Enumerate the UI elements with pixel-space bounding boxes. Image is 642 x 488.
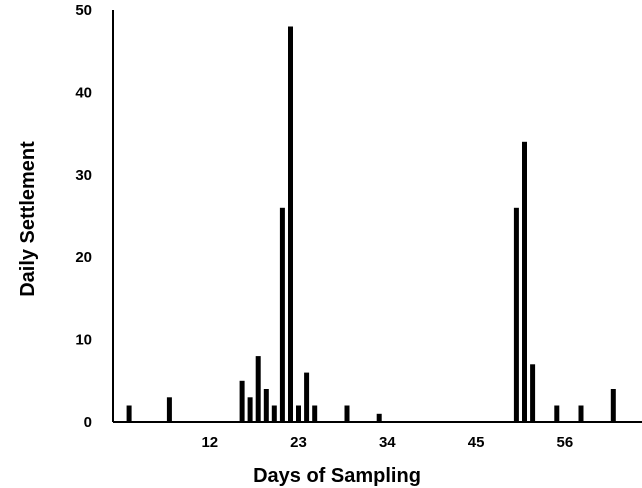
bar-day-50 [513,207,519,422]
bar-day-18 [255,356,261,422]
x-tick-label: 56 [557,434,574,451]
bar-day-25 [312,405,318,422]
y-tick-label: 20 [75,249,92,266]
bar-day-52 [530,364,536,422]
x-tick-labels: 12 23 34 45 56 [201,434,573,451]
x-tick-label: 45 [468,434,485,451]
bar-day-17 [247,397,253,422]
bar-day-58 [578,405,584,422]
bar-day-16 [239,380,245,422]
bar-day-7 [166,397,172,422]
x-tick-label: 23 [290,434,307,451]
bar-day-19 [263,389,269,422]
bar-day-2 [126,405,132,422]
y-tick-label: 50 [75,2,92,19]
x-tick-label: 34 [379,434,396,451]
y-tick-label: 0 [84,414,92,431]
bar-day-21 [279,207,285,422]
bar-day-55 [554,405,560,422]
plot-area [112,10,642,423]
bar-day-22 [288,26,293,422]
bar-day-29 [344,405,350,422]
x-axis-title: Days of Sampling [253,465,421,487]
y-tick-label: 40 [75,84,92,101]
y-axis-title: Daily Settlement [17,141,39,297]
bar-day-62 [610,389,616,422]
bars-group [126,26,616,423]
bar-day-24 [304,372,310,422]
bar-day-33 [376,413,382,422]
bar-day-51 [522,141,527,423]
y-tick-label: 10 [75,332,92,349]
bar-day-20 [271,405,277,422]
y-tick-labels: 0 10 20 30 40 50 [75,2,92,431]
bar-day-23 [296,405,301,422]
y-tick-label: 30 [75,167,92,184]
x-tick-label: 12 [201,434,218,451]
